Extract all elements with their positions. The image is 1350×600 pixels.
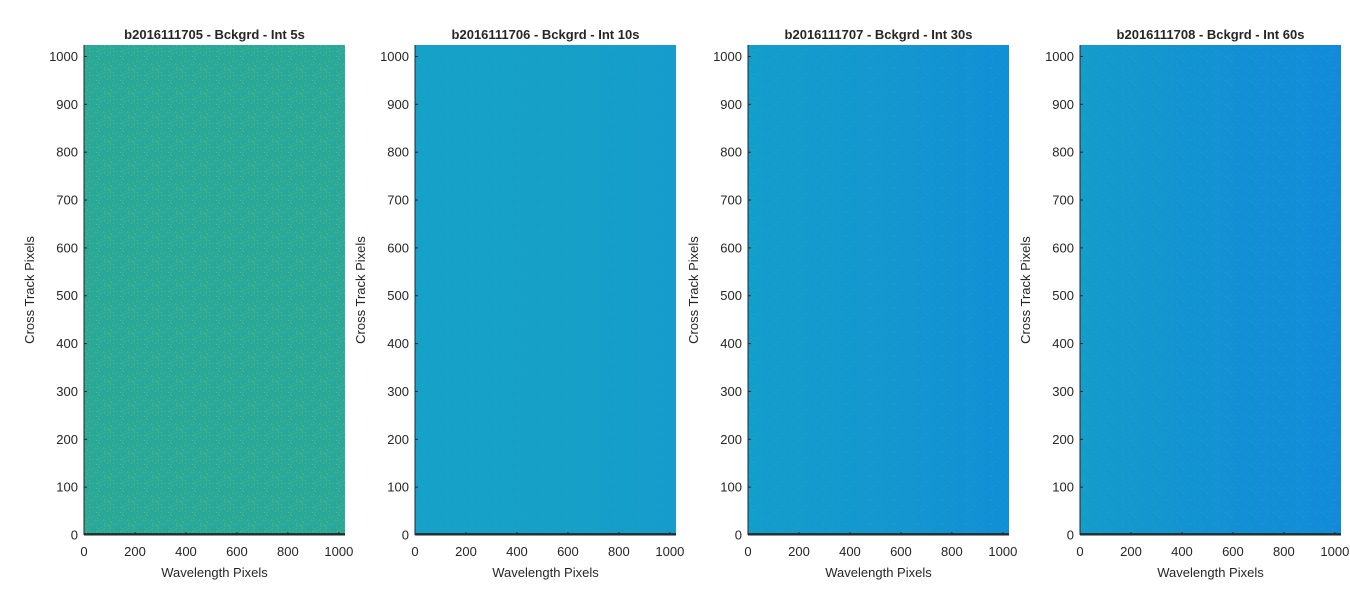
- y-tick-label: 200: [1052, 432, 1074, 447]
- y-tick-label: 300: [1052, 384, 1074, 399]
- y-tick-label: 900: [387, 97, 409, 112]
- y-tick-label: 400: [1052, 336, 1074, 351]
- x-tick-label: 200: [788, 544, 810, 559]
- y-axis-label: Cross Track Pixels: [353, 236, 368, 344]
- y-tick-label: 400: [56, 336, 78, 351]
- heatmap-panel-1: 0 100 200 300 400 500 600 700 800 900 1000 0 200 400 6…: [22, 27, 353, 580]
- x-tick-label: 400: [1171, 544, 1193, 559]
- x-tick-label: 800: [941, 544, 963, 559]
- x-tick-label: 400: [506, 544, 528, 559]
- x-tick-label: 600: [557, 544, 579, 559]
- heatmap-bottom-row: [748, 533, 1009, 535]
- x-tick-label: 200: [124, 544, 146, 559]
- y-tick-label: 100: [387, 480, 409, 495]
- y-tick-label: 100: [56, 480, 78, 495]
- y-tick-label: 800: [720, 145, 742, 160]
- x-tick-label: 0: [80, 544, 87, 559]
- y-tick-label: 0: [735, 528, 742, 543]
- y-tick-label: 0: [71, 528, 78, 543]
- x-tick-label: 0: [411, 544, 418, 559]
- y-tick-label: 900: [1052, 97, 1074, 112]
- y-tick-label: 300: [56, 384, 78, 399]
- y-tick-label: 0: [1067, 528, 1074, 543]
- x-tick-label: 1000: [324, 544, 353, 559]
- x-axis-label: Wavelength Pixels: [161, 565, 268, 580]
- y-tick-label: 600: [1052, 240, 1074, 255]
- y-tick-label: 1000: [49, 49, 78, 64]
- y-tick-label: 500: [387, 288, 409, 303]
- heatmap-noise: [748, 45, 1009, 535]
- panel-title: b2016111707 - Bckgrd - Int 30s: [785, 27, 973, 42]
- panel-title: b2016111708 - Bckgrd - Int 60s: [1117, 27, 1305, 42]
- y-tick-label: 700: [1052, 193, 1074, 208]
- y-axis-label: Cross Track Pixels: [686, 236, 701, 344]
- y-tick-label: 800: [1052, 145, 1074, 160]
- y-tick-label: 600: [387, 240, 409, 255]
- x-tick-label: 200: [455, 544, 477, 559]
- heatmap-noise: [84, 45, 345, 535]
- y-tick-label: 500: [56, 288, 78, 303]
- y-tick-label: 900: [720, 97, 742, 112]
- y-tick-label: 400: [387, 336, 409, 351]
- x-tick-label: 1000: [988, 544, 1017, 559]
- heatmap-noise: [415, 45, 676, 535]
- x-tick-label: 600: [1222, 544, 1244, 559]
- y-tick-label: 200: [720, 432, 742, 447]
- panel-title: b2016111706 - Bckgrd - Int 10s: [452, 27, 640, 42]
- heatmap-noise: [1080, 45, 1341, 535]
- x-tick-label: 600: [226, 544, 248, 559]
- y-tick-label: 200: [387, 432, 409, 447]
- y-tick-label: 700: [720, 193, 742, 208]
- panel-title: b2016111705 - Bckgrd - Int 5s: [124, 27, 305, 42]
- y-tick-label: 600: [56, 240, 78, 255]
- y-tick-label: 800: [387, 145, 409, 160]
- x-tick-label: 600: [890, 544, 912, 559]
- y-axis-label: Cross Track Pixels: [22, 236, 37, 344]
- y-tick-label: 500: [720, 288, 742, 303]
- y-tick-label: 600: [720, 240, 742, 255]
- x-tick-label: 800: [1273, 544, 1295, 559]
- x-tick-label: 800: [277, 544, 299, 559]
- y-tick-label: 100: [720, 480, 742, 495]
- x-axis-label: Wavelength Pixels: [825, 565, 932, 580]
- x-tick-label: 1000: [655, 544, 684, 559]
- y-tick-label: 300: [720, 384, 742, 399]
- y-tick-label: 700: [56, 193, 78, 208]
- x-tick-label: 800: [608, 544, 630, 559]
- x-tick-label: 200: [1120, 544, 1142, 559]
- heatmap-bottom-row: [84, 533, 345, 535]
- y-tick-label: 200: [56, 432, 78, 447]
- y-tick-label: 0: [402, 528, 409, 543]
- x-tick-label: 0: [744, 544, 751, 559]
- heatmap-panel-2: 0 100 200 300 400 500 600 700 800 900 1000 0 200 400 6…: [353, 27, 684, 580]
- y-tick-label: 700: [387, 193, 409, 208]
- y-tick-label: 1000: [713, 49, 742, 64]
- y-tick-label: 800: [56, 145, 78, 160]
- heatmap-bottom-row: [1080, 533, 1341, 535]
- x-tick-label: 400: [175, 544, 197, 559]
- y-tick-label: 500: [1052, 288, 1074, 303]
- y-tick-label: 400: [720, 336, 742, 351]
- heatmap-panel-4: 0 100 200 300 400 500 600 700 800 900 1000 0 200 400 6…: [1018, 27, 1349, 580]
- y-tick-label: 1000: [380, 49, 409, 64]
- y-tick-label: 1000: [1045, 49, 1074, 64]
- x-axis-label: Wavelength Pixels: [492, 565, 599, 580]
- y-tick-label: 100: [1052, 480, 1074, 495]
- x-axis-label: Wavelength Pixels: [1157, 565, 1264, 580]
- x-tick-label: 0: [1076, 544, 1083, 559]
- x-tick-label: 1000: [1320, 544, 1349, 559]
- heatmap-panel-3: 0 100 200 300 400 500 600 700 800 900 1000 0 200 400 6…: [686, 27, 1017, 580]
- y-tick-label: 300: [387, 384, 409, 399]
- y-axis-label: Cross Track Pixels: [1018, 236, 1033, 344]
- y-tick-label: 900: [56, 97, 78, 112]
- x-tick-label: 400: [839, 544, 861, 559]
- heatmap-bottom-row: [415, 533, 676, 535]
